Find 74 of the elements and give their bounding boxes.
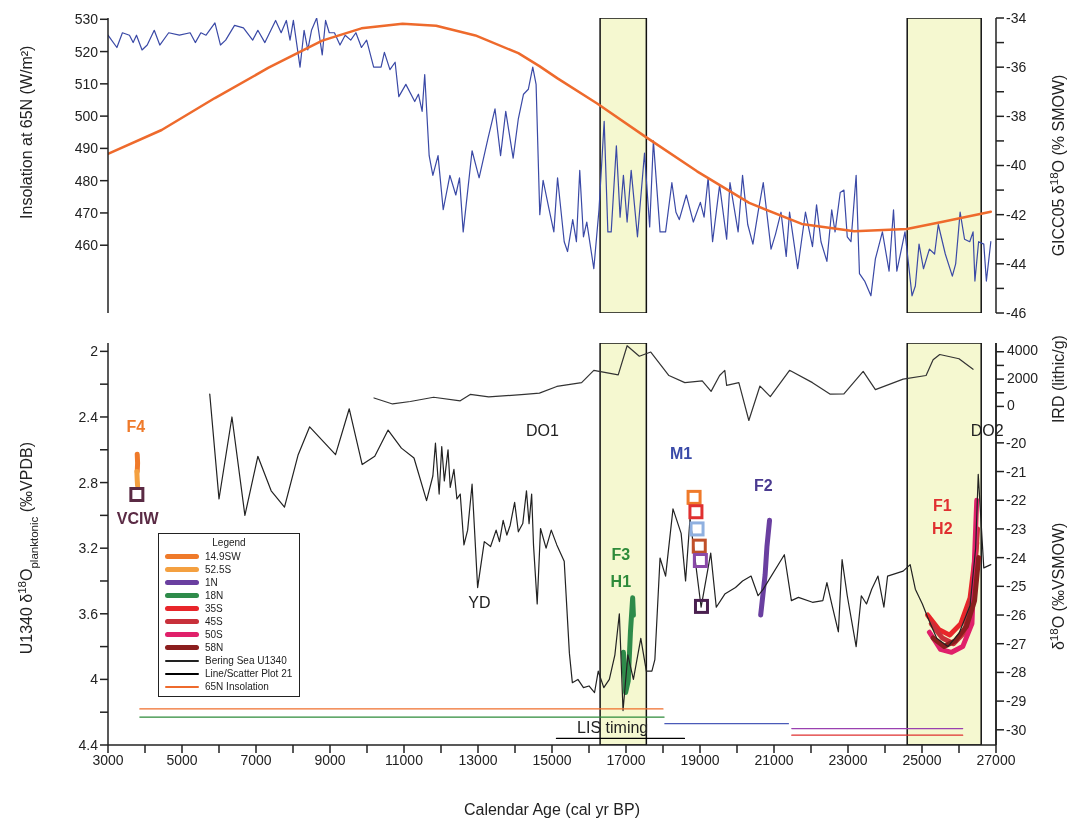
annotation: M1 xyxy=(670,444,693,462)
annotation: H2 xyxy=(932,520,953,538)
legend-label: 52.5S xyxy=(205,564,232,575)
annotation: F1 xyxy=(933,497,952,515)
legend-label: 14.9SW xyxy=(205,551,241,562)
y-tick-label: 480 xyxy=(74,172,99,189)
y2-tick-label: -22 xyxy=(1006,492,1027,509)
y-tick-label: 500 xyxy=(74,108,99,125)
annotation: F2 xyxy=(753,477,773,495)
y2-tick-label: -28 xyxy=(1006,664,1027,681)
legend-label: 58N xyxy=(205,642,224,653)
x-tick-label: 3000 xyxy=(92,751,124,768)
y2-tick-label: -29 xyxy=(1006,693,1027,710)
y-tick-label: 530 xyxy=(74,11,99,28)
x-axis-title: Calendar Age (cal yr BP) xyxy=(463,801,641,818)
y-tick-label: 4 xyxy=(90,671,99,688)
annotation: DO1 xyxy=(525,421,559,439)
y-tick-label: 510 xyxy=(74,75,99,92)
legend-label: 50S xyxy=(205,629,223,640)
x-tick-label: 21000 xyxy=(754,751,794,768)
annotation: F3 xyxy=(611,546,631,564)
y-axis-title: Insolation at 65N (W/m²) xyxy=(18,45,35,219)
x-tick-label: 19000 xyxy=(680,751,720,768)
x-tick-label: 17000 xyxy=(606,751,646,768)
y-tick-label: 3.2 xyxy=(78,540,99,557)
y-tick-label: 520 xyxy=(74,43,99,60)
x-tick-label: 25000 xyxy=(902,751,942,768)
y2-tick-label: -25 xyxy=(1006,578,1027,595)
y3-tick-label: 4000 xyxy=(1007,342,1039,359)
y2-tick-label: -34 xyxy=(1006,9,1027,26)
legend-label: 1N xyxy=(205,577,218,588)
legend-label: Bering Sea U1340 xyxy=(205,655,287,666)
x-tick-label: 5000 xyxy=(166,751,198,768)
legend-label: 35S xyxy=(205,603,223,614)
y2-tick-label: -21 xyxy=(1006,463,1027,480)
y2-tick-label: -44 xyxy=(1006,255,1027,272)
y2-tick-label: -23 xyxy=(1006,520,1027,537)
y-tick-label: 2.4 xyxy=(78,408,99,425)
y2-tick-label: -36 xyxy=(1006,59,1027,76)
x-tick-label: 15000 xyxy=(532,751,572,768)
x-tick-label: 27000 xyxy=(976,751,1016,768)
y2-tick-label: -26 xyxy=(1006,606,1027,623)
y-tick-label: 4.4 xyxy=(78,736,99,753)
annotation: VCIW xyxy=(116,510,160,528)
y3-tick-label: 2000 xyxy=(1007,369,1039,386)
y-tick-label: 2 xyxy=(90,343,99,360)
y2-tick-label: -30 xyxy=(1006,721,1027,738)
y-tick-label: 3.6 xyxy=(78,605,99,622)
annotation: H1 xyxy=(610,572,632,590)
y2-tick-label: -27 xyxy=(1006,635,1027,652)
x-tick-label: 13000 xyxy=(458,751,498,768)
x-tick-label: 11000 xyxy=(385,751,424,768)
x-tick-label: 23000 xyxy=(828,751,868,768)
y2-tick-label: -46 xyxy=(1006,304,1027,321)
y2-tick-label: -20 xyxy=(1006,434,1027,451)
y3-axis-title: IRD (lithic/g) xyxy=(1050,335,1067,424)
y-tick-label: 490 xyxy=(74,140,99,157)
x-tick-label: 7000 xyxy=(240,751,272,768)
y2-tick-label: -42 xyxy=(1006,206,1027,223)
y2-tick-label: -40 xyxy=(1006,157,1027,174)
annotation: F4 xyxy=(126,418,146,436)
annotation: YD xyxy=(468,594,491,612)
x-tick-label: 9000 xyxy=(314,751,346,768)
text: 65N Insolation xyxy=(205,681,269,692)
y-tick-label: 470 xyxy=(74,204,99,221)
y-tick-label: 2.8 xyxy=(78,474,99,491)
y-tick-label: 460 xyxy=(74,237,99,254)
y3-tick-label: 0 xyxy=(1007,397,1015,414)
y2-tick-label: -24 xyxy=(1006,549,1027,566)
legend-label: 18N xyxy=(205,590,224,601)
legend-title: Legend xyxy=(211,537,247,548)
legend-label: 45S xyxy=(205,616,223,627)
legend-label: Line/Scatter Plot 21 xyxy=(205,668,293,679)
y2-tick-label: -38 xyxy=(1006,108,1027,125)
